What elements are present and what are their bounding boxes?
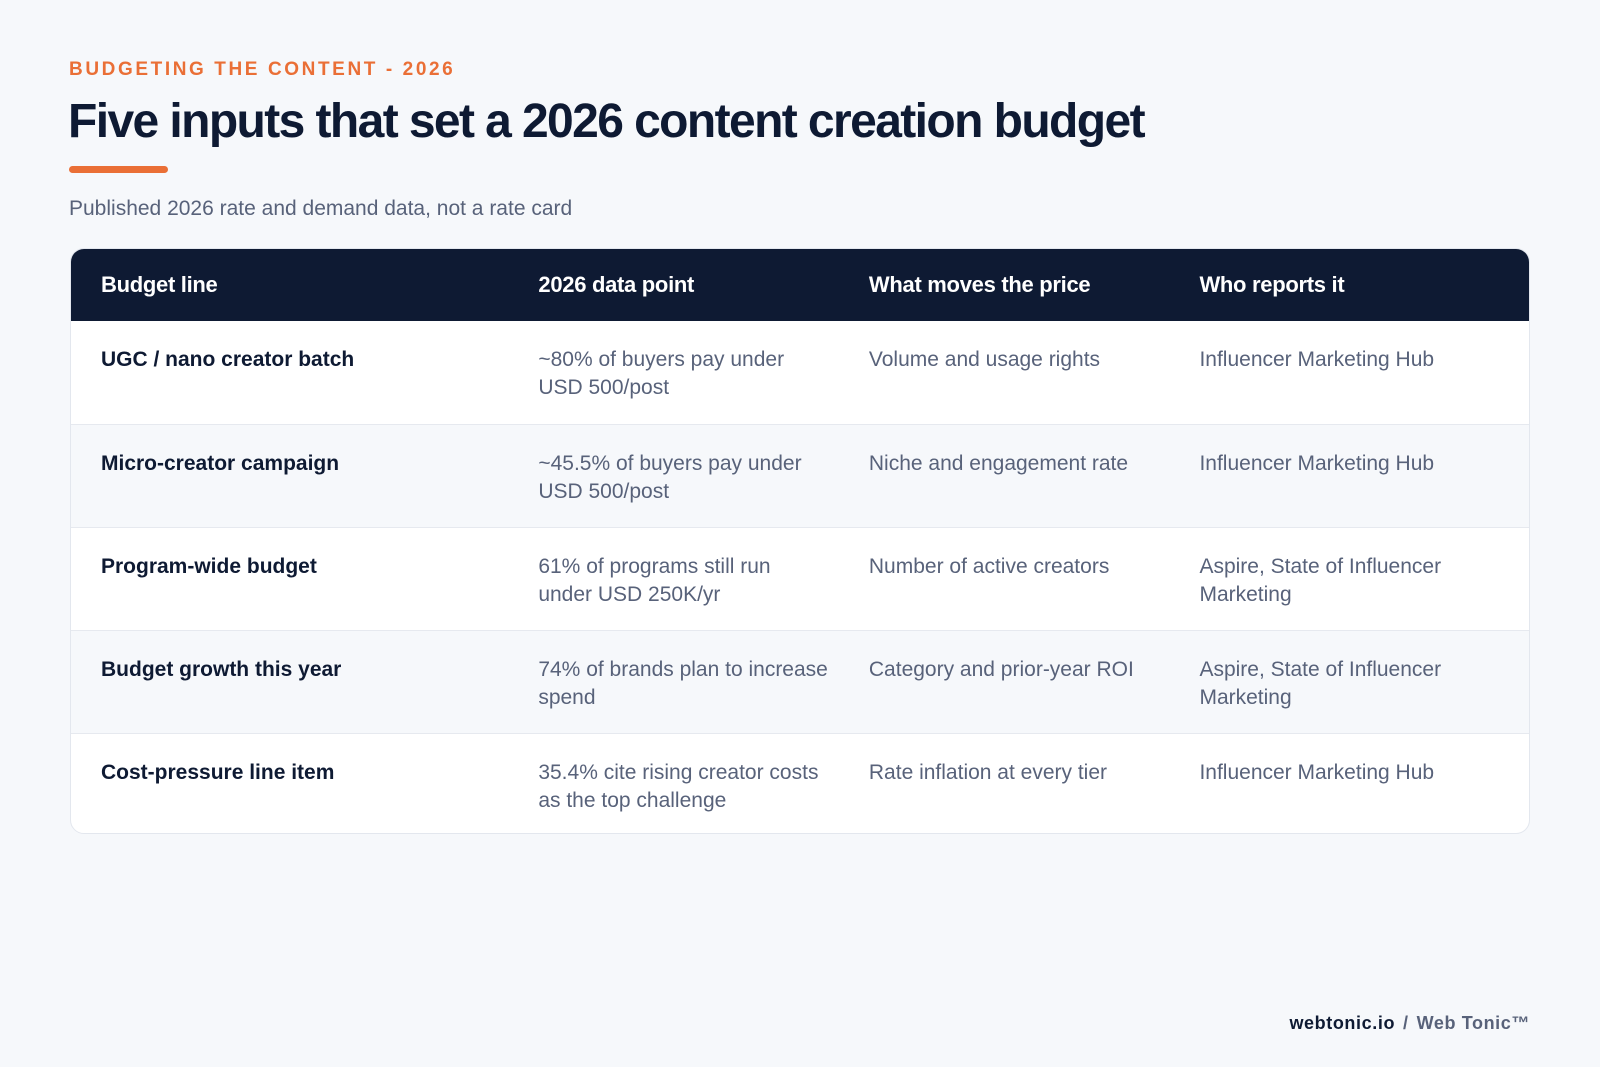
column-header-price-driver: What moves the price <box>868 272 1091 297</box>
cell-budget-line: Micro-creator campaign <box>101 452 340 475</box>
footer-separator: / <box>1403 1013 1409 1033</box>
cell-price-driver: Rate inflation at every tier <box>868 761 1108 784</box>
cell-budget-line: Cost-pressure line item <box>101 761 335 784</box>
page-subtitle: Published 2026 rate and demand data, not… <box>69 197 573 220</box>
table-row: Program-wide budget 61% of programs stil… <box>71 527 1529 630</box>
eyebrow-label: BUDGETING THE CONTENT - 2026 <box>69 59 456 80</box>
cell-data-point: 35.4% cite rising creator costs as the t… <box>538 761 819 812</box>
table-header-row: Budget line 2026 data point What moves t… <box>71 249 1529 321</box>
page-title: Five inputs that set a 2026 content crea… <box>68 95 1146 148</box>
cell-price-driver: Number of active creators <box>868 555 1110 578</box>
cell-data-point: ~45.5% of buyers pay under USD 500/post <box>538 452 802 503</box>
cell-data-point: 74% of brands plan to increase spend <box>538 658 828 709</box>
cell-source: Aspire, State of Influencer Marketing <box>1199 658 1442 709</box>
cell-source: Influencer Marketing Hub <box>1199 348 1435 371</box>
cell-price-driver: Niche and engagement rate <box>868 452 1129 475</box>
cell-price-driver: Category and prior-year ROI <box>868 658 1134 681</box>
column-header-budget-line: Budget line <box>101 272 218 297</box>
cell-price-driver: Volume and usage rights <box>868 348 1101 371</box>
cell-source: Influencer Marketing Hub <box>1199 452 1435 475</box>
cell-budget-line: Budget growth this year <box>101 658 342 681</box>
table-row: UGC / nano creator batch ~80% of buyers … <box>71 321 1529 424</box>
budget-table: Budget line 2026 data point What moves t… <box>70 248 1530 834</box>
cell-source: Aspire, State of Influencer Marketing <box>1199 555 1442 606</box>
footer-credit: webtonic.io / Web Tonic™ <box>1289 1013 1530 1034</box>
table-row: Micro-creator campaign ~45.5% of buyers … <box>71 424 1529 527</box>
cell-data-point: 61% of programs still run under USD 250K… <box>538 555 771 606</box>
table-row: Budget growth this year 74% of brands pl… <box>71 630 1529 733</box>
cell-budget-line: UGC / nano creator batch <box>101 348 355 371</box>
table-row: Cost-pressure line item 35.4% cite risin… <box>71 733 1529 833</box>
footer-brand: Web Tonic™ <box>1416 1013 1530 1033</box>
column-header-data-point: 2026 data point <box>538 272 695 297</box>
title-accent-bar <box>69 166 168 173</box>
cell-budget-line: Program-wide budget <box>101 555 317 578</box>
footer-site: webtonic.io <box>1289 1013 1396 1033</box>
cell-source: Influencer Marketing Hub <box>1199 761 1435 784</box>
column-header-source: Who reports it <box>1199 272 1345 297</box>
cell-data-point: ~80% of buyers pay under USD 500/post <box>538 348 785 399</box>
